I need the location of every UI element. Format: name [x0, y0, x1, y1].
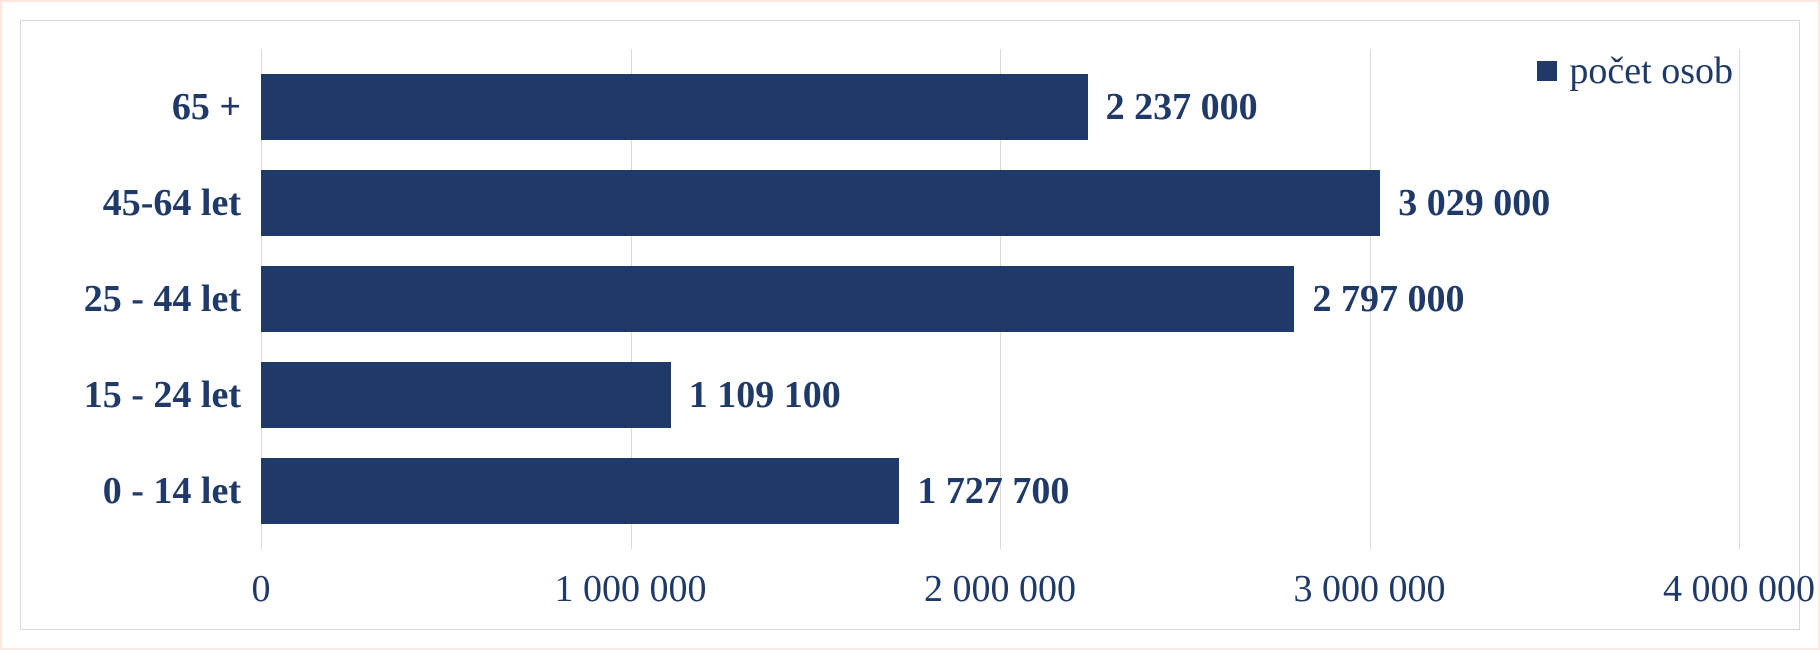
bars-group: 2 237 000 3 029 000 2 797 000 1 109 100 …	[261, 49, 1739, 549]
gridline	[1739, 49, 1740, 549]
x-tick-label: 4 000 000	[1663, 567, 1815, 611]
chart-frame: počet osob 65 + 45-64 let 25 - 44 let 15…	[20, 20, 1800, 630]
x-tick-label: 1 000 000	[555, 567, 707, 611]
y-label: 15 - 24 let	[21, 362, 251, 428]
bar-row: 2 797 000	[261, 266, 1739, 332]
x-axis-labels: 0 1 000 000 2 000 000 3 000 000 4 000 00…	[261, 557, 1739, 617]
bar	[261, 362, 671, 428]
bar	[261, 170, 1380, 236]
legend-label: počet osob	[1569, 49, 1733, 93]
legend-swatch	[1537, 61, 1557, 81]
bar-value-label: 2 237 000	[1106, 85, 1258, 129]
y-label: 45-64 let	[21, 170, 251, 236]
y-label: 0 - 14 let	[21, 458, 251, 524]
bar-value-label: 1 109 100	[689, 373, 841, 417]
bar-row: 2 237 000	[261, 74, 1739, 140]
chart-legend: počet osob	[1531, 49, 1739, 93]
bar	[261, 74, 1088, 140]
chart-container: počet osob 65 + 45-64 let 25 - 44 let 15…	[0, 0, 1820, 650]
bar-value-label: 2 797 000	[1312, 277, 1464, 321]
bar-value-label: 1 727 700	[917, 469, 1069, 513]
plot-area: 2 237 000 3 029 000 2 797 000 1 109 100 …	[261, 49, 1739, 549]
x-tick-label: 0	[252, 567, 271, 611]
bar	[261, 266, 1294, 332]
bar-row: 1 109 100	[261, 362, 1739, 428]
x-tick-label: 3 000 000	[1294, 567, 1446, 611]
bar	[261, 458, 899, 524]
bar-row: 3 029 000	[261, 170, 1739, 236]
x-tick-label: 2 000 000	[924, 567, 1076, 611]
y-label: 25 - 44 let	[21, 266, 251, 332]
bar-value-label: 3 029 000	[1398, 181, 1550, 225]
bar-row: 1 727 700	[261, 458, 1739, 524]
y-label: 65 +	[21, 74, 251, 140]
y-axis-labels: 65 + 45-64 let 25 - 44 let 15 - 24 let 0…	[21, 49, 251, 549]
